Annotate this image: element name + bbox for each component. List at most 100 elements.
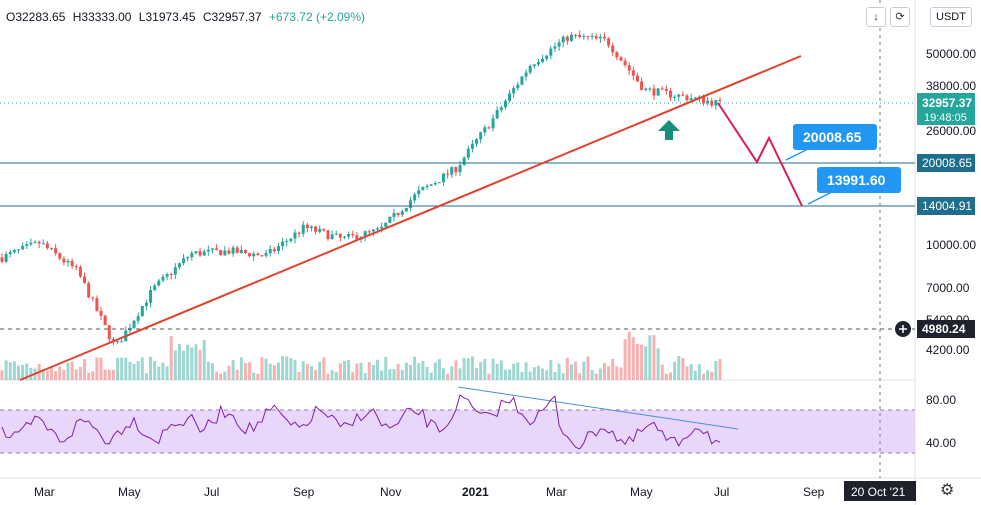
candle-body [198, 251, 202, 256]
candle-body [136, 316, 140, 321]
candle-body [660, 88, 664, 90]
volume-bar [281, 356, 285, 380]
candle-body [74, 266, 78, 268]
volume-bar [598, 368, 602, 380]
time-tick-label: Jul [204, 485, 219, 499]
price-tick-label: 10000.00 [926, 238, 976, 252]
rsi-tick-label: 40.00 [926, 436, 956, 450]
candle-body [0, 257, 4, 262]
volume-bar [689, 364, 693, 380]
volume-bar [582, 361, 586, 380]
candle-body [710, 100, 714, 106]
settings-gear-icon[interactable]: ⚙ [940, 482, 955, 499]
candle-body [347, 233, 351, 237]
candle-body [62, 258, 66, 263]
candle-body [363, 231, 367, 237]
candle-body [413, 194, 417, 201]
volume-bar [508, 369, 512, 380]
candle-body [396, 212, 400, 215]
volume-bar [400, 369, 404, 380]
volume-bar [239, 357, 243, 380]
candle-body [454, 167, 458, 173]
candle-body [260, 255, 264, 257]
candle-body [281, 241, 285, 247]
candle-body [458, 164, 462, 173]
volume-bar [62, 369, 66, 380]
candle-body [380, 226, 384, 229]
volume-bar [70, 361, 74, 380]
candle-body [285, 241, 289, 243]
volume-bar [380, 370, 384, 380]
volume-bar [462, 358, 466, 380]
volume-bar [198, 349, 202, 380]
candle-body [598, 36, 602, 39]
volume-bar [210, 363, 214, 380]
candle-body [648, 88, 652, 90]
volume-bar [186, 344, 190, 380]
volume-bar [458, 368, 462, 380]
volume-bar [409, 364, 413, 380]
price-tick-label: 4200.00 [926, 343, 970, 357]
candle-body [326, 230, 330, 240]
volume-bar [404, 362, 408, 380]
countdown-label: 19:48:05 [924, 112, 967, 124]
volume-bar [165, 366, 169, 380]
volume-level-label: 4980.24 [922, 322, 966, 336]
candle-body [144, 302, 148, 306]
volume-bar [347, 360, 351, 380]
volume-bar [182, 350, 186, 380]
volume-bar [12, 361, 16, 380]
candle-body [404, 207, 408, 212]
volume-bar [466, 358, 470, 380]
candle-body [512, 88, 516, 94]
volume-bar [578, 373, 582, 380]
volume-bar [367, 362, 371, 380]
time-tick-label: Sep [293, 485, 315, 499]
refresh-icon[interactable]: ⟳ [890, 7, 910, 27]
candle-body [78, 266, 82, 277]
change-value: +673.72 (+2.09%) [268, 10, 366, 24]
candle-body [29, 242, 33, 245]
rsi-trend-line [457, 386, 739, 430]
close-value: C32957.37 [202, 10, 262, 24]
currency-badge[interactable]: USDT [930, 7, 972, 27]
candle-body [87, 283, 91, 298]
volume-bar [107, 369, 111, 380]
volume-bar [322, 357, 326, 380]
volume-bar [272, 365, 276, 380]
volume-bar [334, 371, 338, 380]
volume-bar [446, 373, 450, 380]
volume-bar [231, 360, 235, 380]
candle-body [520, 76, 524, 85]
candle-body [400, 211, 404, 215]
volume-bar [132, 363, 136, 380]
volume-bar [149, 356, 153, 380]
volume-bar [78, 366, 82, 380]
candle-body [619, 57, 623, 61]
download-icon[interactable]: ↓ [866, 7, 886, 27]
candle-body [367, 231, 371, 233]
volume-bar [157, 366, 161, 380]
volume-bar [388, 369, 392, 380]
volume-bar [0, 370, 4, 380]
candle-body [545, 55, 549, 59]
candle-body [355, 235, 359, 240]
crosshair-date-badge [844, 481, 916, 501]
volume-bar [326, 373, 330, 380]
volume-bar [536, 365, 540, 380]
volume-bar [648, 335, 652, 380]
candle-body [594, 36, 598, 39]
candle-body [235, 247, 239, 253]
volume-bar [206, 361, 210, 380]
volume-bar [305, 363, 309, 380]
volume-bar [549, 359, 553, 380]
candle-body [437, 182, 441, 184]
candle-body [718, 99, 722, 101]
volume-bar [429, 372, 433, 380]
candle-body [499, 107, 503, 110]
candle-body [318, 228, 322, 232]
volume-bar [475, 368, 479, 380]
volume-bar [21, 364, 25, 380]
candle-body [8, 252, 12, 254]
